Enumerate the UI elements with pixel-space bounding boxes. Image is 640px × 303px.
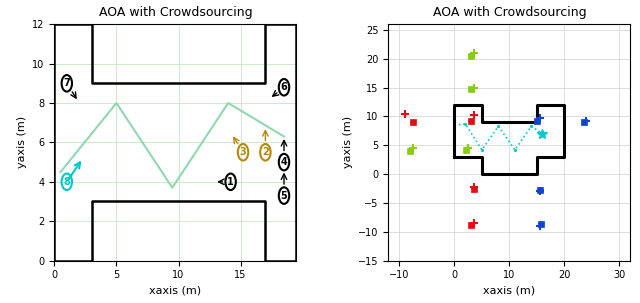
Text: 4: 4 xyxy=(280,157,287,167)
Text: 1: 1 xyxy=(227,177,234,187)
Title: AOA with Crowdsourcing: AOA with Crowdsourcing xyxy=(433,6,586,19)
Y-axis label: yaxis (m): yaxis (m) xyxy=(342,116,353,168)
Text: 3: 3 xyxy=(239,147,246,157)
Y-axis label: yaxis (m): yaxis (m) xyxy=(17,116,27,168)
Title: AOA with Crowdsourcing: AOA with Crowdsourcing xyxy=(99,6,252,19)
X-axis label: xaxis (m): xaxis (m) xyxy=(483,286,536,296)
Text: 7: 7 xyxy=(63,78,70,88)
Text: 2: 2 xyxy=(262,147,269,157)
Text: 5: 5 xyxy=(280,191,287,201)
X-axis label: xaxis (m): xaxis (m) xyxy=(149,286,202,296)
Text: 6: 6 xyxy=(280,82,287,92)
Text: 8: 8 xyxy=(63,177,70,187)
